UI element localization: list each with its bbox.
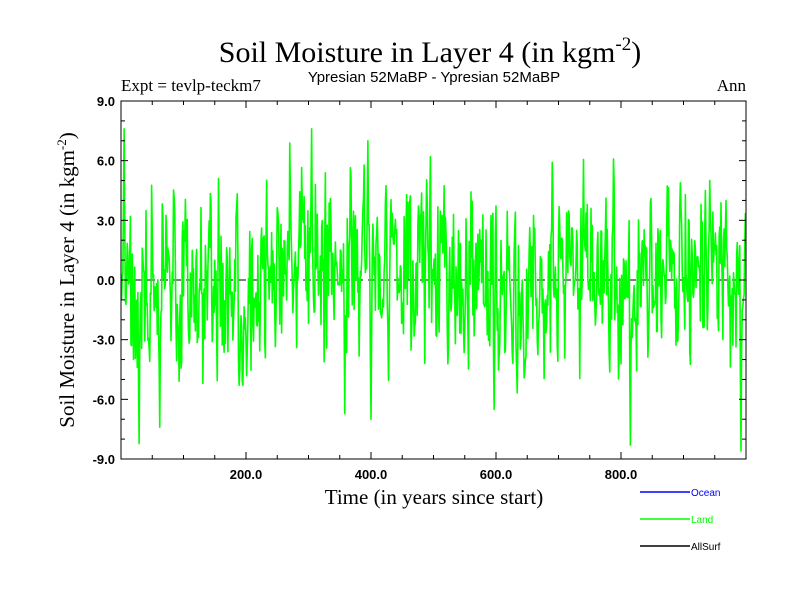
subtitle-left: Expt = tevlp-teckm7	[121, 76, 261, 95]
chart-title: Soil Moisture in Layer 4 (in kgm-2)	[219, 34, 641, 69]
x-tick-label: 200.0	[230, 467, 263, 482]
y-tick-label: -3.0	[93, 333, 115, 348]
y-tick-label: 9.0	[97, 94, 115, 109]
x-tick-label: 400.0	[355, 467, 388, 482]
y-tick-label: -6.0	[93, 392, 115, 407]
x-tick-label: 800.0	[605, 467, 638, 482]
subtitle-center: Ypresian 52MaBP - Ypresian 52MaBP	[308, 69, 560, 86]
land-series-line	[120, 128, 747, 452]
y-tick-label: 3.0	[97, 213, 115, 228]
legend: Ocean Land AllSurf	[640, 488, 721, 553]
x-axis-label: Time (in years since start)	[325, 485, 544, 509]
y-axis-label: Soil Moisture in Layer 4 (in kgm-2)	[54, 132, 79, 427]
legend-label-ocean: Ocean	[691, 488, 720, 499]
legend-label-land: Land	[691, 515, 713, 526]
y-tick-label: 6.0	[97, 154, 115, 169]
legend-label-allsurf: AllSurf	[691, 542, 721, 553]
x-tick-label: 600.0	[480, 467, 513, 482]
y-tick-label: -9.0	[93, 452, 115, 467]
subtitle-right: Ann	[717, 76, 747, 95]
y-tick-label: 0.0	[97, 273, 115, 288]
